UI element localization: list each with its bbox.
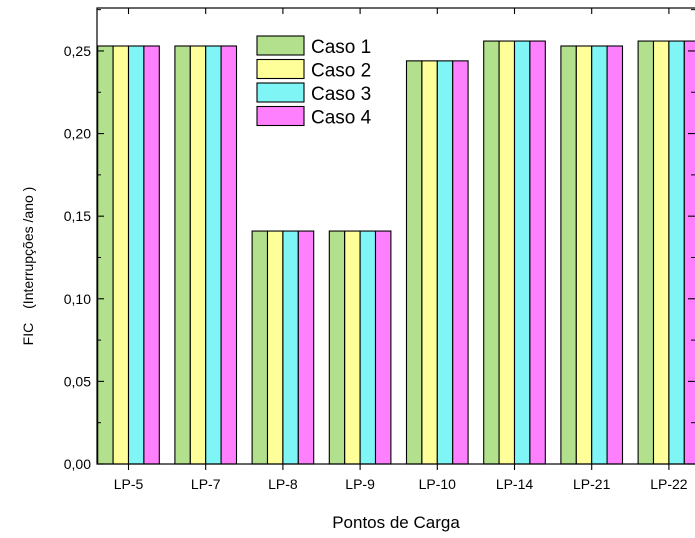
- bar-lp-8-caso-3: [282, 230, 299, 465]
- bar-lp-14-caso-1: [483, 40, 500, 465]
- bar-lp-7-caso-2: [189, 45, 207, 465]
- legend-label: Caso 4: [311, 108, 372, 129]
- y-axis-title-unit: (Interrupções /ano ): [20, 187, 36, 309]
- bar-lp-5-caso-1: [97, 45, 114, 465]
- x-tick-label: LP-14: [496, 476, 534, 492]
- x-tick-label: LP-21: [573, 476, 611, 492]
- y-axis: 0,00 0,05 0,10 0,15 0,20 0,25: [64, 9, 695, 472]
- legend-label: Caso 2: [311, 61, 371, 82]
- y-axis-title-main: FIC: [20, 323, 36, 346]
- bar-lp-7-caso-4: [220, 45, 238, 465]
- bar-lp-14-caso-4: [529, 40, 546, 465]
- bar-lp-8-caso-2: [266, 230, 284, 465]
- bar-lp-22-caso-3: [668, 40, 685, 465]
- y-tick-label: 0,10: [64, 291, 91, 307]
- plot-frame: [96, 7, 695, 465]
- bar-lp-22-caso-1: [637, 40, 655, 465]
- bar-lp-10-caso-1: [405, 60, 423, 465]
- bar-lp-21-caso-2: [575, 45, 593, 465]
- bar-lp-5-caso-4: [143, 45, 160, 465]
- y-tick-label: 0,05: [64, 373, 91, 389]
- x-tick-label: LP-7: [191, 476, 221, 492]
- x-tick-label: LP-9: [345, 476, 375, 492]
- x-axis-title: Pontos de Carga: [332, 513, 460, 532]
- bar-lp-8-caso-1: [251, 230, 269, 465]
- bar-lp-9-caso-4: [374, 230, 392, 465]
- bar-lp-22-caso-4: [683, 40, 695, 465]
- x-tick-label: LP-10: [419, 476, 457, 492]
- x-axis: LP-5 LP-7 LP-8 LP-9 LP-10 LP-14 LP-21 LP-22: [114, 8, 688, 492]
- bar-lp-21-caso-4: [606, 45, 624, 465]
- x-tick-label: LP-8: [268, 476, 298, 492]
- bar-lp-7-caso-1: [174, 45, 191, 465]
- bar-lp-9-caso-1: [328, 230, 346, 465]
- bar-lp-21-caso-3: [591, 45, 608, 465]
- bar-lp-14-caso-3: [513, 40, 531, 465]
- y-axis-title: FIC (Interrupções /ano ): [20, 187, 36, 346]
- bar-lp-8-caso-4: [297, 230, 315, 465]
- bar-lp-21-caso-1: [560, 45, 577, 465]
- x-tick-label: LP-5: [114, 476, 144, 492]
- y-tick-label: 0,20: [64, 126, 91, 142]
- y-tick-label: 0,15: [64, 208, 91, 224]
- legend-swatch: [256, 35, 305, 56]
- legend-swatch: [256, 58, 305, 80]
- x-tick-label: LP-22: [650, 476, 688, 492]
- bar-lp-5-caso-2: [112, 45, 130, 465]
- y-tick-label: 0,25: [64, 43, 91, 59]
- bar-lp-7-caso-3: [205, 45, 222, 465]
- legend-swatch: [256, 82, 305, 103]
- legend-label: Caso 3: [311, 84, 371, 105]
- bars-group: [97, 40, 695, 465]
- legend-swatch: [256, 105, 305, 127]
- bar-lp-10-caso-2: [421, 60, 438, 465]
- bar-lp-10-caso-3: [436, 60, 454, 465]
- y-tick-label: 0,00: [64, 456, 91, 472]
- bar-lp-22-caso-2: [652, 40, 670, 465]
- bar-lp-9-caso-2: [344, 230, 361, 465]
- bar-lp-9-caso-3: [359, 230, 377, 465]
- bar-lp-10-caso-4: [452, 60, 469, 465]
- legend-label: Caso 1: [311, 37, 371, 58]
- bar-lp-14-caso-2: [498, 40, 516, 465]
- bar-lp-5-caso-3: [127, 45, 145, 465]
